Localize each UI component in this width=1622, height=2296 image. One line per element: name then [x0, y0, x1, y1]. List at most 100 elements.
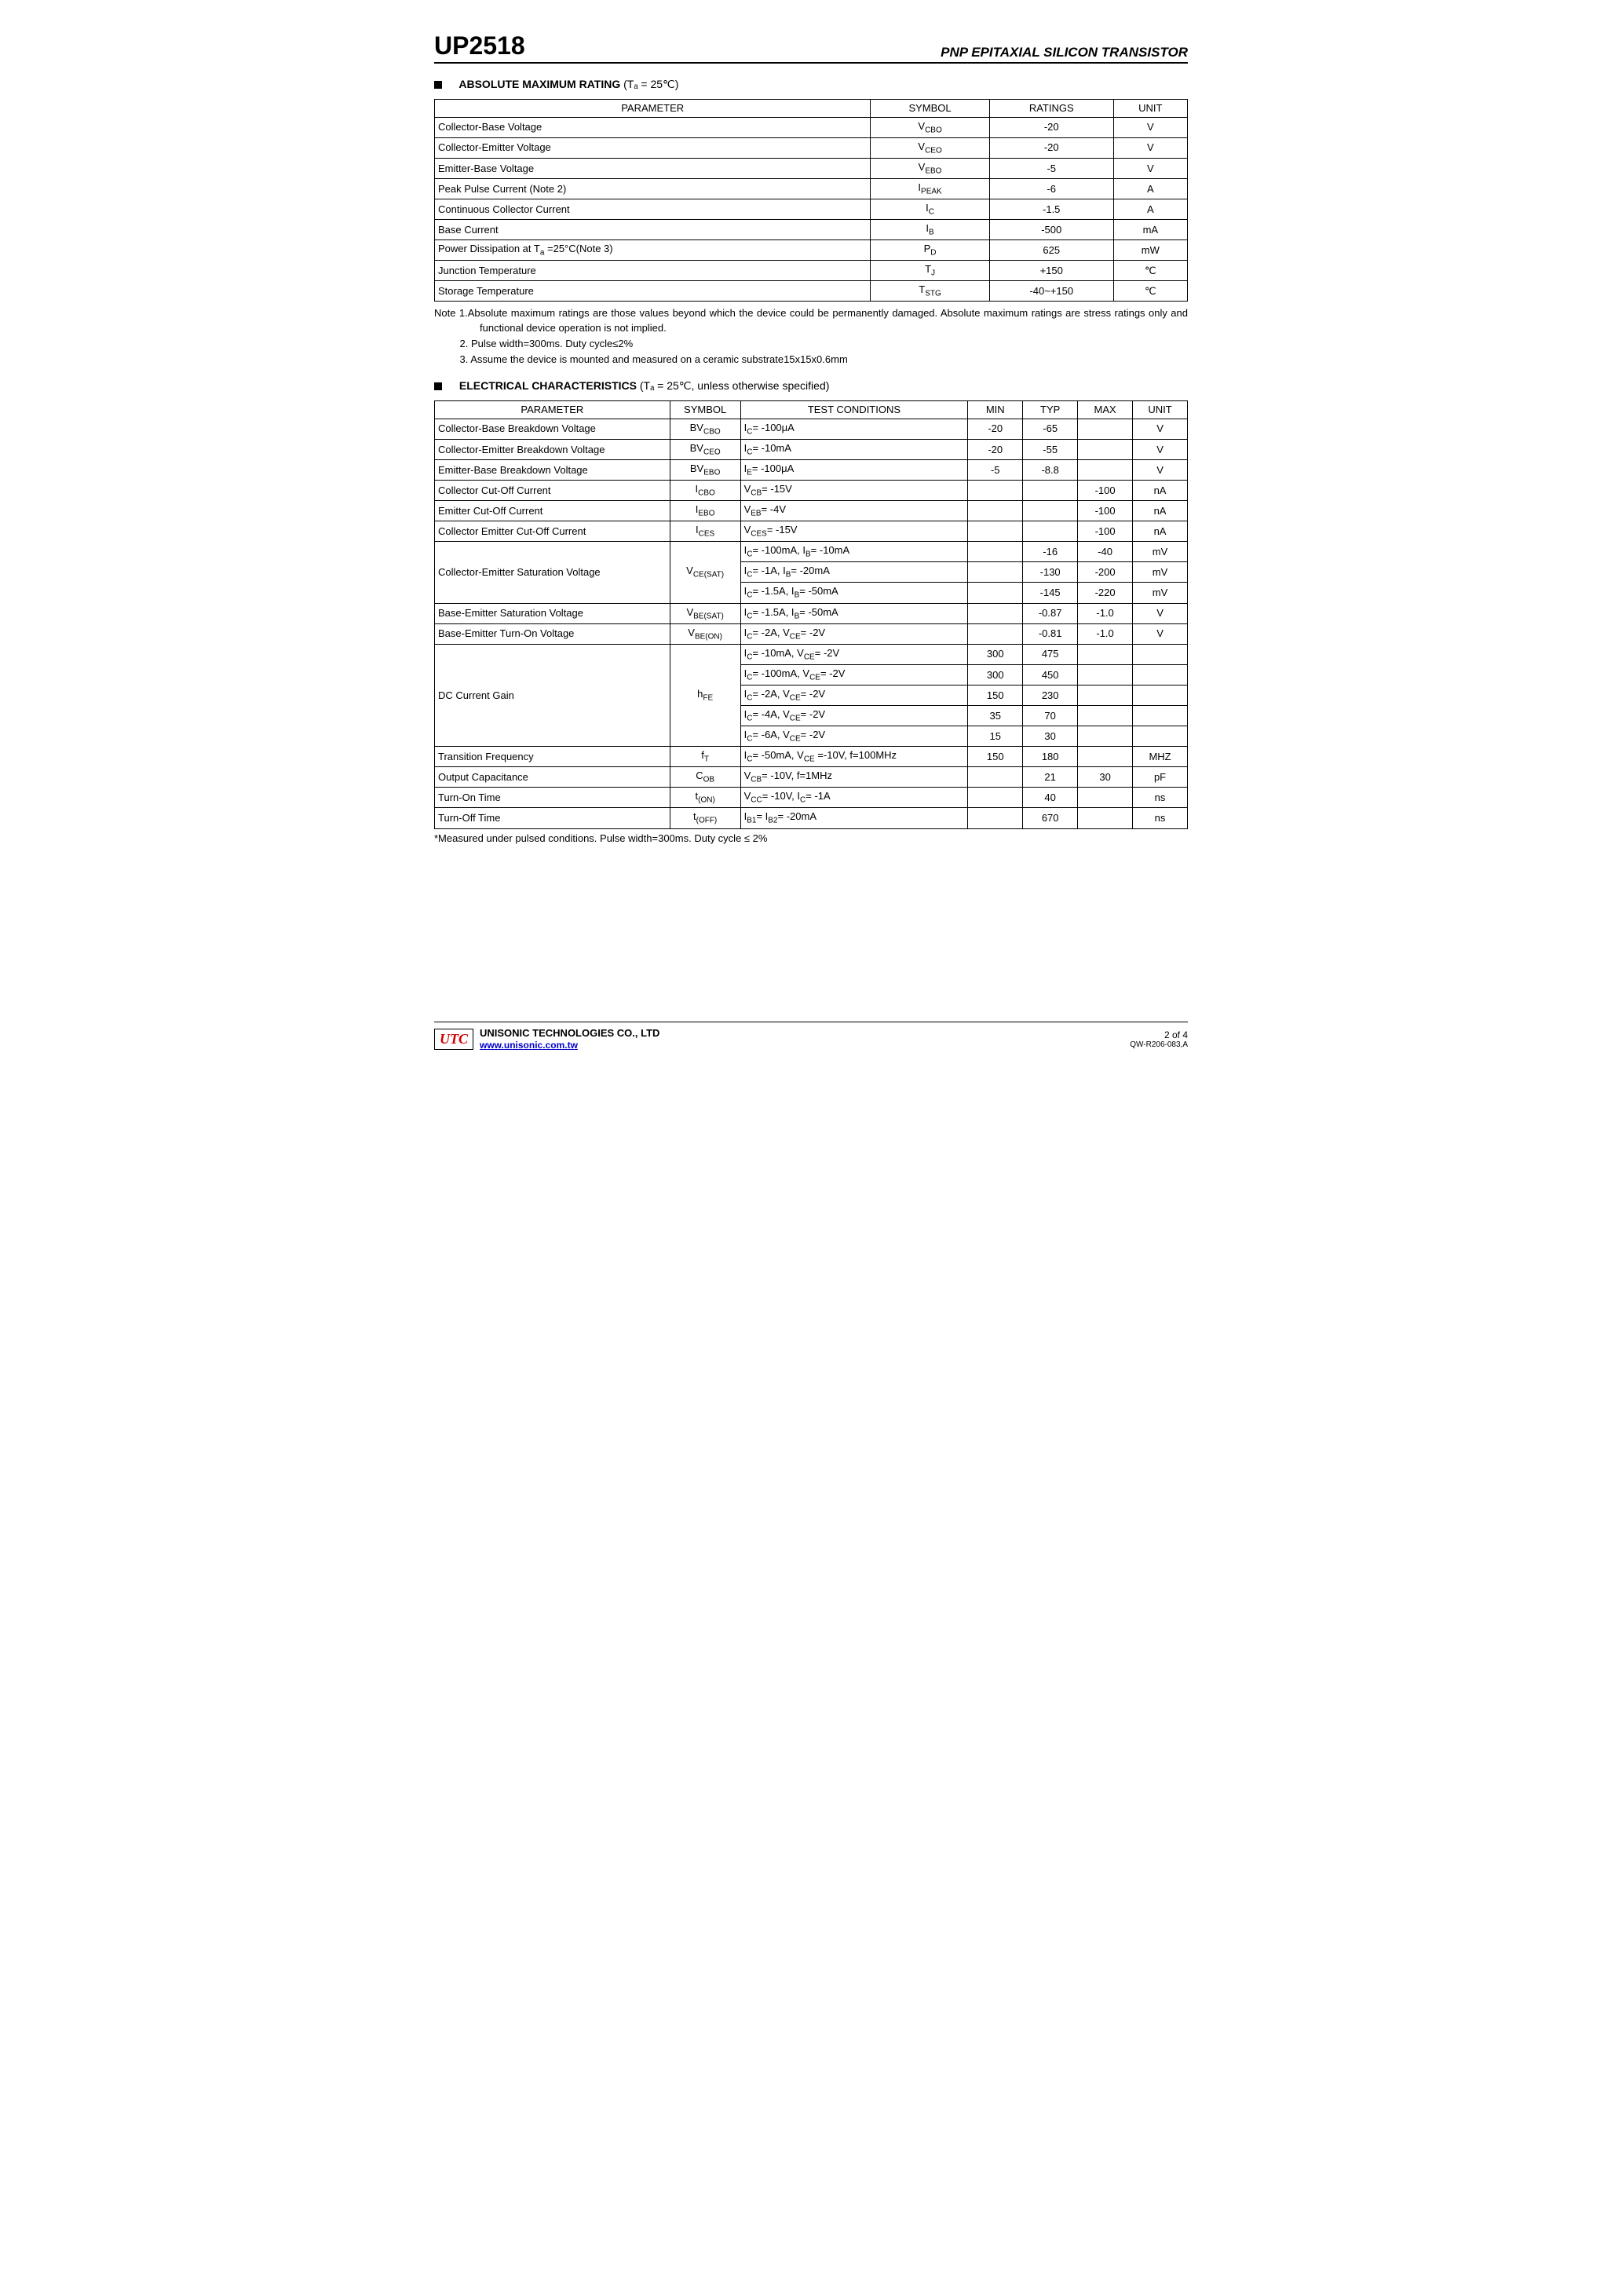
cell-cond: VCB= -15V	[740, 480, 968, 500]
cell-min: -20	[968, 419, 1023, 439]
abs-max-table: PARAMETER SYMBOL RATINGS UNIT Collector-…	[434, 99, 1188, 302]
cell-symbol: fT	[670, 747, 740, 767]
cell-typ: 21	[1023, 767, 1078, 788]
cell-param: Power Dissipation at Ta =25°C(Note 3)	[435, 240, 871, 261]
cell-max	[1078, 685, 1133, 705]
cell-cond: IC= -100mA, IB= -10mA	[740, 542, 968, 562]
cell-unit: ℃	[1113, 261, 1187, 281]
cell-unit	[1133, 644, 1188, 664]
cell-cond: VCES= -15V	[740, 521, 968, 542]
table-row: Emitter-Base Breakdown VoltageBVEBOIE= -…	[435, 459, 1188, 480]
cell-max: -220	[1078, 583, 1133, 603]
cell-unit	[1133, 726, 1188, 747]
cell-unit: V	[1113, 117, 1187, 137]
table-row: Base CurrentIB-500mA	[435, 220, 1188, 240]
cell-cond: VEB= -4V	[740, 501, 968, 521]
cell-rating: +150	[989, 261, 1113, 281]
cell-symbol: BVCEO	[670, 439, 740, 459]
cell-rating: -5	[989, 158, 1113, 178]
cell-param: Collector Cut-Off Current	[435, 480, 670, 500]
cell-param: Peak Pulse Current (Note 2)	[435, 178, 871, 199]
col-max: MAX	[1078, 401, 1133, 419]
cell-max	[1078, 644, 1133, 664]
cell-min	[968, 542, 1023, 562]
section-title-abs-max: ABSOLUTE MAXIMUM RATING (Tₐ = 25℃)	[434, 78, 1188, 91]
cell-param: Base Current	[435, 220, 871, 240]
table-row: Output CapacitanceCOBVCB= -10V, f=1MHz21…	[435, 767, 1188, 788]
cell-symbol: BVCBO	[670, 419, 740, 439]
col-typ: TYP	[1023, 401, 1078, 419]
cell-param: Turn-Off Time	[435, 808, 670, 828]
cell-symbol: VEBO	[871, 158, 990, 178]
cell-unit: mW	[1113, 240, 1187, 261]
cell-rating: -20	[989, 117, 1113, 137]
cell-unit: V	[1133, 623, 1188, 644]
cell-cond: IC= -1.5A, IB= -50mA	[740, 603, 968, 623]
cell-cond: VCC= -10V, IC= -1A	[740, 788, 968, 808]
cell-typ	[1023, 521, 1078, 542]
cell-max	[1078, 664, 1133, 685]
cell-unit: ns	[1133, 788, 1188, 808]
cell-rating: -1.5	[989, 199, 1113, 219]
cell-symbol: IPEAK	[871, 178, 990, 199]
cell-min: 150	[968, 685, 1023, 705]
table-row: DC Current GainhFEIC= -10mA, VCE= -2V300…	[435, 644, 1188, 664]
table-row: Collector-Emitter Saturation VoltageVCE(…	[435, 542, 1188, 562]
cell-param: Collector-Base Breakdown Voltage	[435, 419, 670, 439]
cell-min: 150	[968, 747, 1023, 767]
col-symbol: SYMBOL	[670, 401, 740, 419]
cell-rating: -20	[989, 137, 1113, 158]
cell-typ: 670	[1023, 808, 1078, 828]
cell-unit: nA	[1133, 480, 1188, 500]
utc-logo: UTC	[434, 1029, 473, 1050]
footer-link[interactable]: www.unisonic.com.tw	[480, 1040, 659, 1052]
table-row: Power Dissipation at Ta =25°C(Note 3)PD6…	[435, 240, 1188, 261]
cell-param: Base-Emitter Turn-On Voltage	[435, 623, 670, 644]
cell-unit: mV	[1133, 542, 1188, 562]
col-conditions: TEST CONDITIONS	[740, 401, 968, 419]
cell-unit	[1133, 664, 1188, 685]
table-row: Collector-Emitter VoltageVCEO-20V	[435, 137, 1188, 158]
table-row: Collector Emitter Cut-Off CurrentICESVCE…	[435, 521, 1188, 542]
cell-max: -1.0	[1078, 603, 1133, 623]
part-number: UP2518	[434, 31, 525, 60]
cell-symbol: VCBO	[871, 117, 990, 137]
cell-param: DC Current Gain	[435, 644, 670, 746]
cell-param: Collector Emitter Cut-Off Current	[435, 521, 670, 542]
cell-param: Collector-Emitter Saturation Voltage	[435, 542, 670, 603]
cell-unit: MHZ	[1133, 747, 1188, 767]
cell-symbol: VCEO	[871, 137, 990, 158]
cell-typ: 30	[1023, 726, 1078, 747]
cell-typ	[1023, 480, 1078, 500]
cell-min	[968, 808, 1023, 828]
cell-max: -100	[1078, 480, 1133, 500]
cell-typ: -130	[1023, 562, 1078, 583]
table-row: Collector Cut-Off CurrentICBOVCB= -15V-1…	[435, 480, 1188, 500]
cell-symbol: t(ON)	[670, 788, 740, 808]
cell-symbol: TJ	[871, 261, 990, 281]
page-header: UP2518 PNP EPITAXIAL SILICON TRANSISTOR	[434, 31, 1188, 64]
table-row: Turn-Off Timet(OFF)IB1= IB2= -20mA670ns	[435, 808, 1188, 828]
table-row: Base-Emitter Saturation VoltageVBE(SAT)I…	[435, 603, 1188, 623]
cell-param: Emitter-Base Voltage	[435, 158, 871, 178]
col-parameter: PARAMETER	[435, 100, 871, 118]
cell-unit: V	[1133, 439, 1188, 459]
cell-unit: A	[1113, 178, 1187, 199]
cell-cond: IB1= IB2= -20mA	[740, 808, 968, 828]
cell-unit	[1133, 685, 1188, 705]
abs-max-title: ABSOLUTE MAXIMUM RATING	[458, 78, 620, 90]
cell-max	[1078, 726, 1133, 747]
cell-typ	[1023, 501, 1078, 521]
cell-max: -200	[1078, 562, 1133, 583]
cell-max: -100	[1078, 501, 1133, 521]
cell-min: -5	[968, 459, 1023, 480]
cell-unit: ns	[1133, 808, 1188, 828]
cell-symbol: VCE(SAT)	[670, 542, 740, 603]
cell-cond: IC= -4A, VCE= -2V	[740, 706, 968, 726]
cell-typ: 70	[1023, 706, 1078, 726]
cell-symbol: COB	[670, 767, 740, 788]
elec-footnote: *Measured under pulsed conditions. Pulse…	[434, 832, 1188, 844]
cell-min: 15	[968, 726, 1023, 747]
cell-cond: IC= -1.5A, IB= -50mA	[740, 583, 968, 603]
cell-param: Turn-On Time	[435, 788, 670, 808]
